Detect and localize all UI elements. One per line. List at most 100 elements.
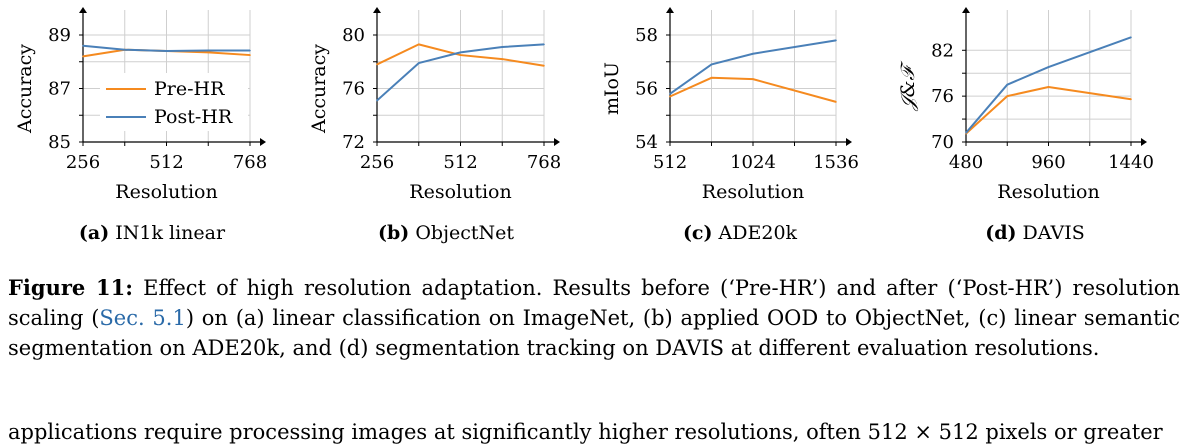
chart-c-post-hr-point <box>669 93 671 95</box>
chart-c-y-axis-arrow <box>666 7 674 13</box>
chart-c-pre-hr-point <box>835 101 837 103</box>
chart-b-y-tick-label: 76 <box>342 79 365 100</box>
chart-c-pre-hr-point <box>710 77 713 79</box>
chart-a-y-axis-label: Accuracy <box>14 44 36 134</box>
chart-c-y-axis-label: mIoU <box>601 62 623 115</box>
chart-a-post-hr-point <box>123 48 126 51</box>
chart-b-pre-hr-point <box>501 58 504 60</box>
chart-c: 512 1024 1536 54 56 58 Resolution mIoU <box>601 7 859 203</box>
chart-c-post-hr-point <box>710 63 713 66</box>
chart-d-y-tick-label: 70 <box>931 132 954 153</box>
chart-d-post-hr-point <box>965 132 967 134</box>
chart-d-y-axis-arrow <box>962 7 970 13</box>
chart-c-y-tick-label: 56 <box>635 79 658 100</box>
subcaption-a: (a) IN1k linear <box>79 222 225 244</box>
chart-b-y-axis-label: Accuracy <box>308 44 330 134</box>
subcaption-d: (d) DAVIS <box>985 222 1085 244</box>
chart-b-post-hr-point <box>501 46 504 48</box>
chart-c-y-tick-label: 58 <box>635 25 658 46</box>
subcaption-c: (c) ADE20k <box>683 222 797 244</box>
chart-c-pre-hr-line <box>669 76 837 103</box>
chart-b-post-hr-point <box>417 62 420 64</box>
chart-b: 256 512 768 72 76 80 Resolution Accuracy <box>308 7 561 203</box>
chart-d-x-axis-label: Resolution <box>997 181 1099 203</box>
chart-c-x-axis-arrow <box>846 138 852 146</box>
chart-d-x-tick-label: 1440 <box>1108 152 1154 173</box>
chart-a-y-axis-arrow <box>79 7 87 13</box>
chart-b-x-axis-label: Resolution <box>409 181 511 203</box>
chart-d-x-axis-arrow <box>1141 138 1147 146</box>
legend-label-post-hr: Post-HR <box>154 106 233 128</box>
subcaption-b: (b) ObjectNet <box>378 222 514 244</box>
chart-a-x-axis-label: Resolution <box>115 181 217 203</box>
subcaption-b-tag: (b) <box>378 222 410 244</box>
chart-b-post-hr-point <box>459 51 462 54</box>
body-text-cut-off: applications require processing images a… <box>8 420 1163 444</box>
chart-a-post-hr-point <box>207 49 210 52</box>
chart-a-x-tick-label: 512 <box>149 152 183 173</box>
chart-c-x-tick-label: 512 <box>653 152 687 173</box>
chart-c-post-hr-line <box>669 39 837 95</box>
chart-d-post-hr-point <box>1130 36 1132 39</box>
chart-d-post-hr-point <box>1047 66 1050 68</box>
chart-d-y-tick-label: 82 <box>931 40 954 61</box>
chart-b-post-hr-point <box>543 43 545 46</box>
chart-a-pre-hr-point <box>249 54 251 56</box>
chart-c-y-tick-label: 54 <box>635 132 658 153</box>
subcaption-a-tag: (a) <box>78 222 110 244</box>
chart-c-pre-hr-point <box>752 78 754 80</box>
chart-b-x-tick-label: 768 <box>527 152 561 173</box>
chart-d: 480 960 1440 70 76 82 Resolution 𝒥&ℱ <box>897 7 1154 203</box>
chart-a-x-tick-label: 256 <box>66 152 100 173</box>
chart-d-pre-hr-point <box>1130 98 1132 100</box>
chart-d-pre-hr-point <box>1006 95 1009 97</box>
caption-text-2: ) on (a) linear classification on ImageN… <box>8 306 1180 360</box>
caption-text-1: Effect of high resolution adaptation. Re… <box>8 276 1180 330</box>
chart-c-pre-hr-point <box>669 95 671 98</box>
chart-d-pre-hr-point <box>1047 86 1050 88</box>
chart-c-x-tick-label: 1024 <box>730 152 776 173</box>
chart-b-x-tick-label: 512 <box>443 152 477 173</box>
subcaption-d-tag: (d) <box>985 222 1017 244</box>
chart-a-y-tick-label: 87 <box>48 79 71 100</box>
chart-d-y-tick-label: 76 <box>931 86 954 107</box>
chart-c-x-tick-label: 1536 <box>813 152 859 173</box>
chart-a-pre-hr-point <box>82 55 84 58</box>
chart-d-x-tick-label: 960 <box>1031 152 1065 173</box>
section-reference-link[interactable]: Sec. 5.1 <box>99 306 186 330</box>
chart-c-x-axis-label: Resolution <box>702 181 804 203</box>
chart-a-x-axis-arrow <box>260 138 266 146</box>
chart-a-post-hr-point <box>82 44 84 47</box>
chart-d-y-axis-label: 𝒥&ℱ <box>897 61 919 112</box>
chart-d-x-tick-label: 480 <box>949 152 983 173</box>
subcaption-a-text: IN1k linear <box>115 222 226 244</box>
chart-b-post-hr-point <box>376 99 378 102</box>
chart-b-x-tick-label: 256 <box>360 152 394 173</box>
chart-a-y-tick-label: 85 <box>48 132 71 153</box>
chart-a-x-tick-label: 768 <box>233 152 267 173</box>
chart-a-y-tick-label: 89 <box>48 25 71 46</box>
chart-d-pre-hr-line <box>965 85 1132 135</box>
chart-b-pre-hr-point <box>543 64 545 67</box>
chart-b-y-tick-label: 72 <box>342 132 365 153</box>
chart-a-post-hr-point <box>249 49 251 52</box>
chart-b-pre-hr-point <box>459 54 462 56</box>
chart-a-legend: Pre-HR Post-HR <box>100 73 248 131</box>
subcaption-d-text: DAVIS <box>1022 222 1085 244</box>
chart-c-post-hr-point <box>752 52 754 55</box>
subcaption-c-text: ADE20k <box>718 222 798 244</box>
chart-c-post-hr-point <box>835 39 837 42</box>
chart-b-pre-hr-point <box>417 43 420 46</box>
figure-caption: Figure 11: Effect of high resolution ada… <box>8 273 1180 363</box>
subcaption-c-tag: (c) <box>682 222 713 244</box>
legend-label-pre-hr: Pre-HR <box>154 78 225 100</box>
chart-b-y-axis-arrow <box>373 7 381 13</box>
chart-a-pre-hr-point <box>207 51 210 54</box>
chart-b-pre-hr-point <box>376 63 378 66</box>
legend-background <box>100 73 248 131</box>
chart-b-y-tick-label: 80 <box>342 25 365 46</box>
caption-label: Figure 11: <box>8 275 133 300</box>
chart-d-post-hr-point <box>1006 83 1009 86</box>
